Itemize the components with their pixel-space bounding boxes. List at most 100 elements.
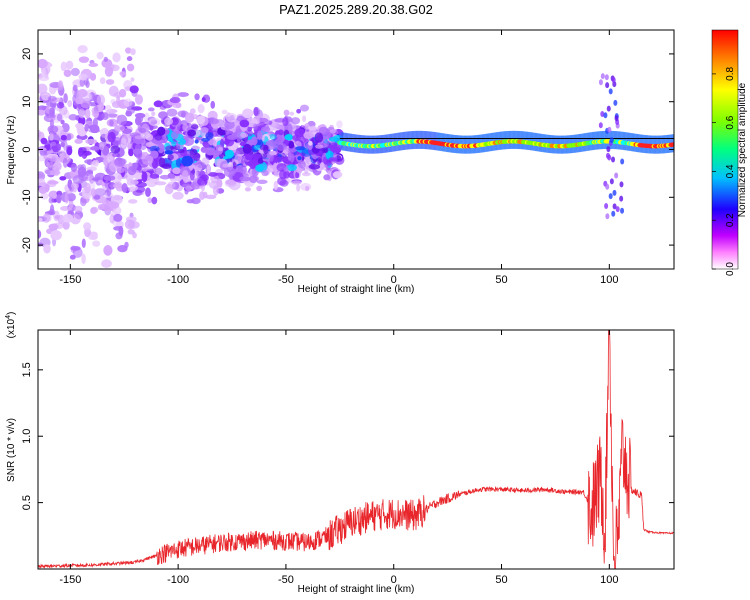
spectrogram-cell <box>56 101 65 109</box>
spectrogram-cell <box>323 147 329 154</box>
spectrogram-cell <box>239 119 250 128</box>
colorbar-tick-label: 0.2 <box>725 213 736 227</box>
spectrogram-cell <box>112 52 121 63</box>
spectrogram-cell <box>189 108 196 115</box>
spectrogram-cell <box>157 143 165 154</box>
y-tick-label: 0 <box>21 146 33 152</box>
spectrogram-cell <box>296 108 302 114</box>
spectrogram-cell <box>89 72 97 81</box>
spectrogram-cell <box>598 79 603 86</box>
x-tick-label: -100 <box>167 574 189 586</box>
spectrogram-cell <box>197 164 208 169</box>
spectrogram-cell <box>164 117 174 126</box>
spectrogram-cell <box>299 104 310 112</box>
spectrogram-cell <box>315 144 324 149</box>
spectrogram-cell <box>172 191 184 200</box>
spectrogram-cell <box>194 139 199 144</box>
spectrogram-cell <box>125 47 132 54</box>
spectrogram-cell <box>191 145 201 150</box>
spectrogram-cell <box>56 193 62 204</box>
spectrogram-cell <box>91 110 100 118</box>
x-tick-label: 50 <box>495 274 507 286</box>
x-tick-label: 100 <box>600 274 618 286</box>
spectrogram-cell <box>149 173 160 179</box>
spectrogram-cell <box>43 154 48 160</box>
spectrogram-cell <box>289 111 295 116</box>
spectrogram-cell <box>328 136 338 142</box>
spectrogram-y-ticks: -20 -10 0 10 20 <box>21 48 674 253</box>
spectrogram-cell <box>60 134 68 141</box>
spectrogram-cell <box>197 178 206 186</box>
spectrogram-cell <box>282 116 289 127</box>
spectrogram-cell <box>181 155 194 167</box>
spectrogram-cell <box>67 179 73 190</box>
spectrogram-cell <box>161 163 172 169</box>
spectrogram-cell <box>297 160 306 169</box>
spectrogram-cell <box>113 92 123 99</box>
spectrogram-cell <box>111 172 122 184</box>
spectrogram-cell <box>48 190 59 200</box>
spectrogram-cell <box>113 213 123 222</box>
spectrogram-cell <box>268 134 277 140</box>
spectrogram-cell <box>50 141 57 147</box>
spectrogram-cell <box>603 112 608 119</box>
spectrogram-cell <box>336 120 343 129</box>
spectrogram-cell <box>175 158 182 167</box>
spectrogram-cell <box>240 156 249 168</box>
spectrogram-cell <box>256 179 268 185</box>
spectrogram-cell <box>182 123 189 132</box>
spectrogram-cell <box>88 62 99 68</box>
spectrogram-cell <box>47 95 57 102</box>
spectrogram-cell <box>604 74 609 81</box>
spectrogram-cell <box>189 170 195 181</box>
spectrogram-cell <box>127 142 132 150</box>
spectrogram-cell <box>63 93 68 104</box>
spectrogram-cell <box>301 172 311 177</box>
spectrogram-cell <box>190 124 199 130</box>
spectrogram-cell <box>70 245 81 251</box>
spectrogram-cell <box>253 106 259 117</box>
spectrogram-cell <box>96 51 104 60</box>
spectrogram-cell <box>107 181 116 190</box>
spectrogram-cell <box>99 143 104 151</box>
spectrogram-cell <box>80 196 87 207</box>
x-tick-label: -50 <box>278 574 294 586</box>
spectrogram-cell <box>598 122 603 129</box>
spectrogram-cell <box>279 180 289 187</box>
spectrogram-cell <box>116 167 125 174</box>
spectrogram-cell <box>620 158 625 165</box>
spectrogram-cell <box>62 157 68 168</box>
spectrogram-cell <box>216 179 223 188</box>
spectrogram-cell <box>101 259 112 268</box>
spectrogram-cell <box>239 176 251 182</box>
snr-series-line <box>38 330 674 569</box>
spectrogram-cell <box>175 102 182 109</box>
spectrogram-cell <box>149 145 160 153</box>
spectrogram-cell <box>189 147 195 159</box>
spectrogram-cell <box>38 217 43 222</box>
spectrogram-cell <box>600 73 605 80</box>
spectrogram-cell <box>90 160 99 169</box>
colorbar-tick-label: 0.0 <box>725 262 736 276</box>
spectrogram-cell <box>296 184 301 192</box>
spectrogram-cell <box>125 108 135 114</box>
spectrogram-cell <box>114 124 125 132</box>
spectrogram-cell <box>232 161 237 170</box>
spectrogram-cell <box>84 182 91 194</box>
spectrogram-cell <box>225 112 237 123</box>
spectrogram-cell <box>109 119 114 127</box>
spectrogram-cell <box>283 166 289 172</box>
spectrogram-cell <box>130 48 136 56</box>
spectrogram-cell <box>92 240 101 247</box>
spectrogram-cell <box>332 171 343 179</box>
spectrogram-cell <box>234 154 243 165</box>
spectrogram-cell <box>207 172 219 177</box>
spectrogram-cell <box>90 231 98 240</box>
spectrogram-cell <box>167 154 174 161</box>
spectrogram-cell <box>606 105 611 112</box>
spectrogram-cell <box>103 245 113 256</box>
spectrogram-cell <box>66 133 72 141</box>
spectrogram-cell <box>611 210 616 217</box>
spectrogram-cell <box>613 99 618 106</box>
